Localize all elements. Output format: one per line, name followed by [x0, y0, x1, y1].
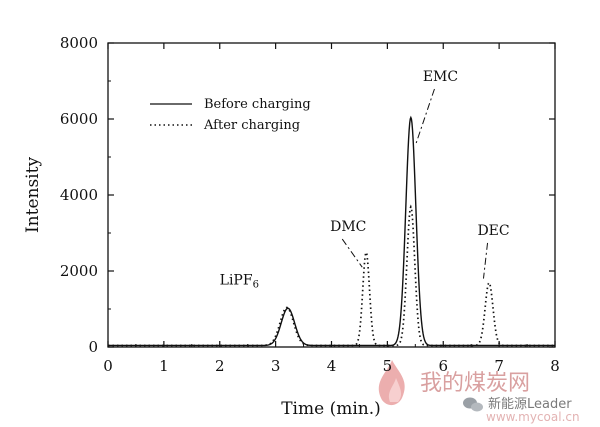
x-tick-label: 3	[271, 357, 281, 375]
annotation-leader	[341, 238, 363, 268]
x-tick-label: 5	[383, 357, 393, 375]
series-line-before-charging	[108, 115, 555, 347]
watermark: 我的煤炭网 新能源Leader www.mycoal.cn	[378, 360, 580, 424]
legend-label-after: After charging	[203, 118, 300, 133]
annotations: EMC DMC DEC LiPF6	[220, 69, 510, 290]
y-tick-label: 6000	[60, 110, 98, 128]
y-axis-label: Intensity	[23, 157, 43, 233]
x-tick-label: 0	[103, 357, 113, 375]
y-tick-label: 4000	[60, 186, 98, 204]
x-tick-label: 7	[494, 357, 504, 375]
annotation-label: DEC	[477, 223, 509, 239]
wechat-icon	[463, 397, 483, 412]
tick-labels: 0 1 2 3 4 5 6 7 8 0 2000 4000 6000 8000	[60, 34, 560, 375]
x-tick-label: 8	[550, 357, 560, 375]
annotation-leader	[414, 88, 435, 146]
watermark-account: 新能源Leader	[488, 396, 572, 412]
series-lines	[108, 115, 555, 347]
x-tick-label: 2	[215, 357, 225, 375]
annotation-label: DMC	[330, 219, 366, 235]
plot-frame	[107, 42, 556, 348]
y-tick-label: 2000	[60, 262, 98, 280]
x-axis-label: Time (min.)	[281, 399, 381, 419]
y-tick-label: 0	[88, 338, 98, 356]
legend-label-before: Before charging	[204, 97, 311, 112]
legend: Before charging After charging	[150, 97, 311, 133]
y-tick-label: 8000	[60, 34, 98, 52]
annotation-label: EMC	[423, 69, 458, 85]
annotation-leader	[482, 242, 489, 279]
x-tick-label: 4	[327, 357, 337, 375]
axis-ticks	[107, 42, 556, 348]
watermark-logo-icon	[378, 360, 405, 406]
x-tick-label: 1	[159, 357, 169, 375]
x-tick-label: 6	[438, 357, 448, 375]
annotation-label: LiPF6	[220, 272, 259, 290]
watermark-url: www.mycoal.cn	[486, 410, 580, 424]
watermark-text: 我的煤炭网	[420, 371, 530, 396]
